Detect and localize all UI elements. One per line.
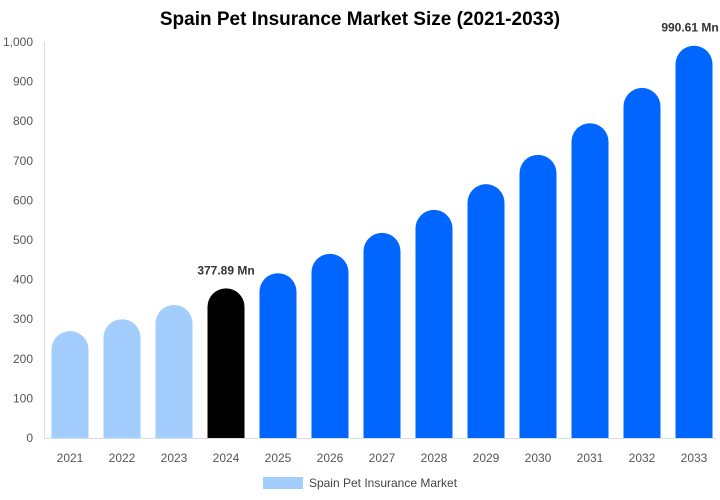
- y-tick-label: 600: [13, 193, 33, 207]
- y-tick-label: 200: [13, 352, 33, 366]
- data-label: 377.89 Mn: [197, 263, 254, 277]
- y-tick-label: 500: [13, 233, 33, 247]
- chart-title: Spain Pet Insurance Market Size (2021-20…: [159, 9, 561, 30]
- bar-2033: [675, 45, 713, 438]
- x-tick-label: 2022: [109, 451, 136, 465]
- x-tick-label: 2033: [681, 451, 708, 465]
- x-tick-label: 2026: [317, 451, 344, 465]
- y-tick-label: 100: [13, 391, 33, 405]
- bar-2028: [415, 209, 453, 438]
- bar-2023: [155, 304, 193, 438]
- x-tick-label: 2027: [369, 451, 396, 465]
- x-tick-label: 2031: [577, 451, 604, 465]
- y-tick-label: 400: [13, 273, 33, 287]
- data-label: 990.61 Mn: [661, 21, 718, 35]
- bar-2026: [311, 253, 349, 438]
- bar-2029: [467, 184, 505, 438]
- bar-2032: [623, 87, 661, 438]
- x-tick-label: 2024: [213, 451, 240, 465]
- bar-2031: [571, 123, 609, 439]
- y-tick-label: 300: [13, 312, 33, 326]
- bar-2027: [363, 232, 401, 438]
- x-tick-label: 2025: [265, 451, 292, 465]
- legend[interactable]: Spain Pet Insurance Market: [0, 476, 720, 490]
- y-tick-label: 800: [13, 114, 33, 128]
- y-tick-label: 1,000: [3, 35, 33, 49]
- y-tick-label: 900: [13, 75, 33, 89]
- x-tick-label: 2021: [57, 451, 84, 465]
- y-tick-label: 700: [13, 154, 33, 168]
- x-tick-label: 2030: [525, 451, 552, 465]
- x-tick-label: 2032: [629, 451, 656, 465]
- y-tick-label: 0: [26, 431, 33, 445]
- x-tick-label: 2028: [421, 451, 448, 465]
- legend-label: Spain Pet Insurance Market: [308, 476, 458, 490]
- bar-2025: [259, 273, 297, 438]
- x-tick-label: 2029: [473, 451, 500, 465]
- bar-2021: [51, 331, 89, 438]
- bar-2030: [519, 154, 557, 438]
- bar-2024: [207, 288, 245, 438]
- x-tick-label: 2023: [161, 451, 188, 465]
- legend-swatch: [262, 477, 303, 489]
- bar-2022: [103, 319, 141, 438]
